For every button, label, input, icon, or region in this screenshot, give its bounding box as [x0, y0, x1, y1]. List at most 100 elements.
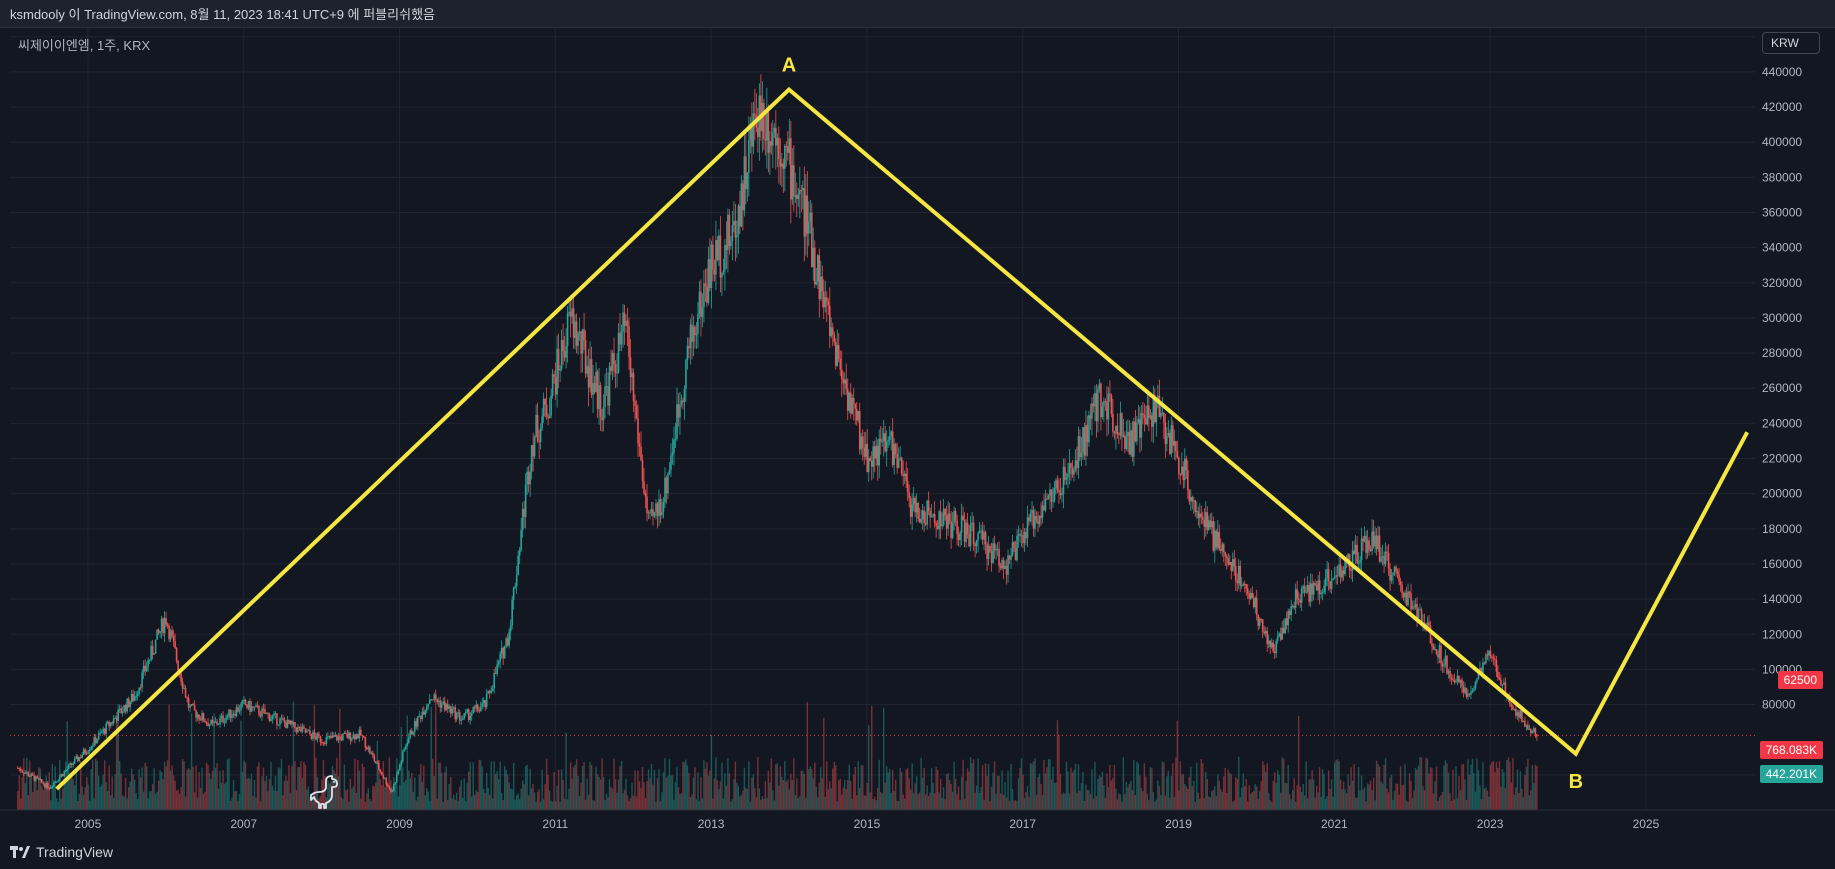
dinosaur-icon[interactable]	[310, 775, 342, 811]
candle-body	[241, 700, 244, 704]
candle-body	[412, 732, 415, 735]
volume-bar	[518, 799, 521, 810]
volume-bar	[1383, 764, 1385, 810]
candle-body	[171, 630, 173, 636]
candle-body	[1193, 500, 1195, 502]
price-axis[interactable]: 4000080000100000120000140000160000180000…	[1755, 28, 1835, 835]
candle-body	[1188, 490, 1191, 502]
volume-bar	[941, 798, 943, 810]
candle-body	[1369, 549, 1372, 552]
volume-bar	[524, 766, 527, 810]
tradingview-logo-icon[interactable]	[10, 845, 30, 859]
price-tick-label: 380000	[1762, 170, 1802, 184]
candle-body	[713, 269, 716, 275]
candle-body	[469, 715, 472, 721]
volume-bar	[1527, 759, 1529, 810]
volume-bar	[1083, 800, 1086, 810]
volume-bar	[430, 707, 432, 810]
candle-body	[581, 329, 584, 354]
volume-bar	[1002, 795, 1005, 810]
volume-bar	[760, 799, 762, 810]
volume-bar	[465, 801, 467, 810]
candle-body	[680, 400, 683, 405]
volume-bar	[1091, 769, 1093, 810]
candle-body	[670, 455, 672, 470]
time-axis[interactable]: 2005 2007 2009 2011 2013 2015 2017 2019 2021 2023…	[0, 809, 1835, 835]
candle-body	[286, 719, 289, 729]
volume-bar	[935, 767, 937, 810]
candle-body	[1085, 425, 1087, 456]
volume-bar	[445, 766, 447, 810]
volume-bar	[1314, 797, 1316, 810]
volume-bar	[379, 779, 382, 810]
candle-body	[878, 438, 881, 466]
volume-bar	[100, 784, 103, 810]
volume-bar	[953, 761, 955, 810]
volume-bar	[799, 796, 801, 810]
candle-body	[752, 113, 755, 147]
candle-body	[981, 530, 984, 540]
candle-body	[409, 730, 412, 738]
volume-bar	[1134, 794, 1137, 810]
candle-body	[190, 704, 193, 707]
volume-bar	[253, 779, 256, 810]
volume-bar	[1452, 769, 1454, 810]
volume-bar	[1426, 758, 1429, 810]
candle-body	[142, 665, 145, 673]
candle-body	[1076, 460, 1078, 468]
candle-body	[48, 788, 51, 790]
candle-body	[884, 433, 886, 452]
candle-body	[822, 291, 825, 308]
volume-bar	[670, 775, 672, 810]
candle-body	[775, 127, 777, 146]
candle-body	[372, 752, 374, 756]
candle-body	[428, 699, 431, 704]
volume-bar	[818, 782, 820, 810]
candle-body	[334, 734, 337, 737]
candle-body	[1330, 579, 1333, 589]
volume-bar	[451, 798, 453, 810]
volume-bar	[142, 791, 145, 810]
candle-body	[174, 641, 176, 649]
volume-bar	[1459, 790, 1462, 810]
volume-bar	[285, 775, 287, 810]
brand-name[interactable]: TradingView	[36, 844, 114, 860]
candle-body	[751, 127, 753, 147]
volume-bar	[796, 778, 798, 810]
volume-bar	[1432, 793, 1435, 810]
volume-bar	[836, 801, 838, 810]
candle-body	[593, 383, 596, 393]
chart-area[interactable]: A B 400008000010000012000014000016000018…	[0, 28, 1835, 835]
currency-button[interactable]: KRW	[1762, 32, 1820, 54]
candle-body	[1179, 474, 1182, 476]
volume-bar	[288, 765, 290, 810]
candle-body	[791, 165, 794, 200]
volume-bar	[1016, 801, 1018, 810]
volume-bar	[613, 758, 615, 810]
candle-body	[289, 720, 292, 724]
volume-bar	[1533, 783, 1535, 810]
volume-bar	[587, 794, 590, 810]
candle-body	[160, 618, 163, 632]
volume-bar	[90, 769, 92, 810]
volume-bar	[608, 779, 611, 810]
volume-bar	[1260, 780, 1262, 810]
volume-bar	[542, 799, 545, 810]
candle-body	[700, 291, 702, 317]
volume-bar	[1479, 785, 1481, 810]
volume-bar	[429, 800, 431, 810]
candle-body	[1443, 665, 1445, 667]
zigzag-drawing[interactable]	[55, 86, 1749, 791]
volume-bar	[903, 798, 906, 810]
candle-body	[436, 699, 439, 702]
volume-bar	[1279, 792, 1282, 810]
volume-bar	[1197, 792, 1200, 810]
price-chart[interactable]: A B 400008000010000012000014000016000018…	[0, 28, 1835, 835]
candle-body	[422, 711, 425, 715]
candle-body	[764, 138, 767, 141]
candle-body	[168, 625, 170, 640]
candle-body	[815, 282, 818, 285]
volume-bar	[1411, 798, 1414, 810]
volume-bar	[1323, 774, 1325, 810]
candle-body	[1318, 580, 1321, 595]
